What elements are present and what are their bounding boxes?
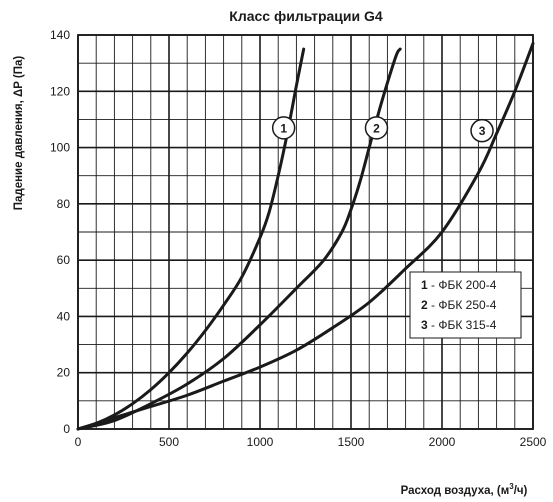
series-marker-circle-2 [364,116,389,140]
grid [77,34,534,430]
x-axis-label: Расход воздуха, (м3/ч) [401,482,528,497]
series-line-1 [76,47,306,431]
x-tick-label: 2000 [429,435,456,449]
legend-item-2-label: ФБК 250-4 [438,298,496,312]
chart-title: Класс фильтрации G4 [229,8,383,24]
series-line-3 [76,41,535,431]
legend-item-1-num: 1 [421,278,428,292]
legend-item-3: 3 - ФБК 315-4 [421,318,497,332]
x-tick-label: 2500 [520,435,547,449]
y-axis-label: Падение давления, ΔP (Па) [13,56,25,211]
series-marker-label-3: 3 [479,124,486,138]
y-tick-label: 20 [57,366,71,380]
series-marker-label-1: 1 [280,121,287,135]
legend-item-1-label: ФБК 200-4 [438,278,496,292]
x-axis-label-sup: 3 [509,482,514,491]
legend-box [409,271,522,339]
y-tick-label: 60 [57,253,71,267]
y-tick-label: 0 [63,422,70,436]
plot-frame [77,34,534,430]
series-marker-label-2: 2 [373,121,380,135]
y-tick-label: 100 [50,141,70,155]
x-tick-label: 500 [159,435,179,449]
legend-item-3-label: ФБК 315-4 [438,318,496,332]
legend-item-3-num: 3 [421,318,428,332]
curves [76,41,535,431]
legend-item-2: 2 - ФБК 250-4 [421,298,497,312]
series-line-2 [76,47,402,431]
legend-item-2-sep: - [428,298,439,312]
legend-item-1-sep: - [428,278,439,292]
x-tick-label: 1500 [338,435,365,449]
curve-markers: 1 2 3 [271,116,494,143]
legend-item-1: 1 - ФБК 200-4 [421,278,497,292]
series-marker-circle-3 [470,118,494,143]
y-tick-label: 80 [57,197,71,211]
x-axis-label-main: Расход воздуха, (м [401,485,510,497]
y-tick-label: 120 [50,84,70,98]
series-marker-circle-1 [271,116,296,140]
x-axis-label-tail: /ч) [514,485,528,497]
y-tick-label: 40 [57,309,71,323]
legend-item-2-num: 2 [421,298,428,312]
y-tick-label: 140 [50,28,70,42]
legend-item-3-sep: - [428,318,439,332]
x-tick-label: 0 [75,435,82,449]
x-tick-label: 1000 [247,435,274,449]
tick-labels: 0 500 1000 1500 2000 2500 0 20 40 60 80 100 120 140 [50,28,547,449]
legend: 1 - ФБК 200-4 2 - ФБК 250-4 3 - ФБК 315-… [409,271,522,339]
